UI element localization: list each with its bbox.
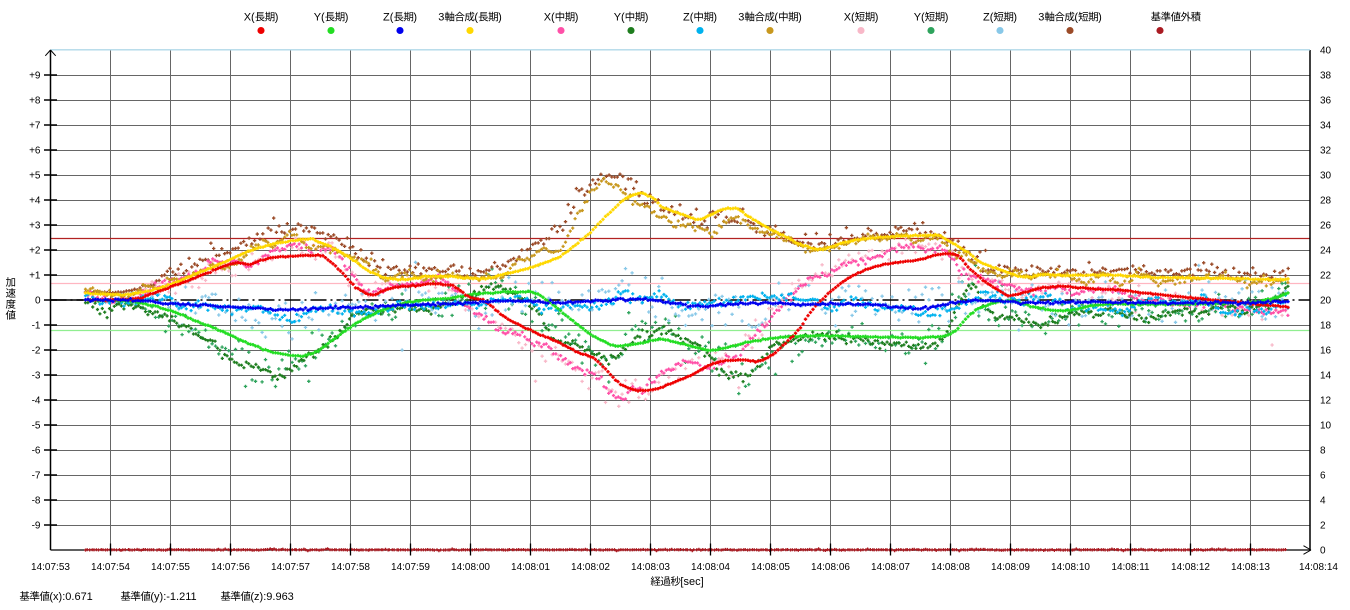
svg-text:Z(: Z( <box>683 12 694 24</box>
svg-text:[sec]: [sec] <box>680 576 703 588</box>
svg-text:): ) <box>345 12 349 24</box>
svg-text:14:08:05: 14:08:05 <box>751 562 790 573</box>
svg-text:14:08:10: 14:08:10 <box>1051 562 1090 573</box>
svg-text:-1: -1 <box>32 321 41 332</box>
svg-text:Z(: Z( <box>983 12 994 24</box>
svg-text:-4: -4 <box>32 396 41 407</box>
svg-text:14:08:02: 14:08:02 <box>571 562 610 573</box>
svg-text:X(: X( <box>844 12 855 24</box>
svg-text:Y(: Y( <box>314 12 325 24</box>
svg-text:+9: +9 <box>29 71 41 82</box>
svg-text:Y(: Y( <box>914 12 925 24</box>
svg-text:-6: -6 <box>32 446 41 457</box>
svg-text:14:07:55: 14:07:55 <box>151 562 190 573</box>
svg-text:): ) <box>498 12 502 24</box>
svg-text:): ) <box>945 12 949 24</box>
svg-text:(: ( <box>1074 12 1078 24</box>
svg-text:14:08:07: 14:08:07 <box>871 562 910 573</box>
svg-text:30: 30 <box>1320 171 1332 182</box>
svg-text:+8: +8 <box>29 96 41 107</box>
svg-text:+5: +5 <box>29 171 41 182</box>
svg-text:14: 14 <box>1320 371 1332 382</box>
svg-text:+4: +4 <box>29 196 41 207</box>
svg-text:+6: +6 <box>29 146 41 157</box>
svg-text:(y):-1.211: (y):-1.211 <box>150 591 196 603</box>
svg-text:14:07:57: 14:07:57 <box>271 562 310 573</box>
svg-text:16: 16 <box>1320 346 1332 357</box>
svg-text:14:07:58: 14:07:58 <box>331 562 370 573</box>
svg-text:): ) <box>875 12 879 24</box>
svg-text:3: 3 <box>438 12 444 24</box>
svg-text:-3: -3 <box>32 371 41 382</box>
svg-text:14:08:12: 14:08:12 <box>1171 562 1210 573</box>
svg-text:X(: X( <box>544 12 555 24</box>
svg-text:): ) <box>275 12 279 24</box>
svg-text:2: 2 <box>1320 521 1326 532</box>
svg-text:28: 28 <box>1320 196 1332 207</box>
svg-text:(: ( <box>474 12 478 24</box>
svg-text:0: 0 <box>35 296 41 307</box>
svg-text:22: 22 <box>1320 271 1332 282</box>
svg-text:14:08:01: 14:08:01 <box>511 562 550 573</box>
svg-text:14:08:13: 14:08:13 <box>1231 562 1270 573</box>
svg-text:14:07:53: 14:07:53 <box>31 562 70 573</box>
svg-text:14:08:08: 14:08:08 <box>931 562 970 573</box>
svg-text:38: 38 <box>1320 71 1332 82</box>
svg-text:26: 26 <box>1320 221 1332 232</box>
svg-text:14:07:59: 14:07:59 <box>391 562 430 573</box>
svg-text:6: 6 <box>1320 471 1326 482</box>
svg-text:4: 4 <box>1320 496 1326 507</box>
svg-text:+2: +2 <box>29 246 41 257</box>
svg-text:-5: -5 <box>32 421 41 432</box>
svg-text:Z(: Z( <box>383 12 394 24</box>
svg-text:+3: +3 <box>29 221 41 232</box>
svg-text:-9: -9 <box>32 521 41 532</box>
svg-text:12: 12 <box>1320 396 1332 407</box>
svg-text:+7: +7 <box>29 121 41 132</box>
svg-text:): ) <box>575 12 579 24</box>
svg-text:(x):0.671: (x):0.671 <box>49 591 92 603</box>
svg-text:20: 20 <box>1320 296 1332 307</box>
svg-text:Y(: Y( <box>614 12 625 24</box>
svg-text:): ) <box>1098 12 1102 24</box>
svg-text:14:08:11: 14:08:11 <box>1111 562 1150 573</box>
svg-text:14:08:09: 14:08:09 <box>991 562 1030 573</box>
svg-text:40: 40 <box>1320 46 1332 57</box>
svg-text:): ) <box>645 12 649 24</box>
svg-text:+1: +1 <box>29 271 41 282</box>
svg-text:14:08:00: 14:08:00 <box>451 562 490 573</box>
svg-text:14:08:14: 14:08:14 <box>1299 562 1338 573</box>
svg-text:32: 32 <box>1320 146 1332 157</box>
svg-text:(z):9.963: (z):9.963 <box>250 591 293 603</box>
svg-text:X(: X( <box>244 12 255 24</box>
svg-text:18: 18 <box>1320 321 1332 332</box>
svg-text:(: ( <box>774 12 778 24</box>
svg-text:24: 24 <box>1320 246 1332 257</box>
svg-text:14:08:06: 14:08:06 <box>811 562 850 573</box>
svg-text:0: 0 <box>1320 546 1326 557</box>
svg-text:): ) <box>798 12 802 24</box>
svg-text:14:07:54: 14:07:54 <box>91 562 130 573</box>
svg-text:): ) <box>413 12 417 24</box>
svg-text:): ) <box>713 12 717 24</box>
svg-text:-8: -8 <box>32 496 41 507</box>
svg-text:14:08:03: 14:08:03 <box>631 562 670 573</box>
svg-text:34: 34 <box>1320 121 1332 132</box>
svg-text:3: 3 <box>1038 12 1044 24</box>
svg-text:3: 3 <box>738 12 744 24</box>
svg-text:14:08:04: 14:08:04 <box>691 562 730 573</box>
svg-text:-7: -7 <box>32 471 41 482</box>
svg-text:): ) <box>1013 12 1017 24</box>
svg-text:14:07:56: 14:07:56 <box>211 562 250 573</box>
svg-text:-2: -2 <box>32 346 41 357</box>
svg-text:36: 36 <box>1320 96 1332 107</box>
svg-text:10: 10 <box>1320 421 1332 432</box>
svg-text:8: 8 <box>1320 446 1326 457</box>
